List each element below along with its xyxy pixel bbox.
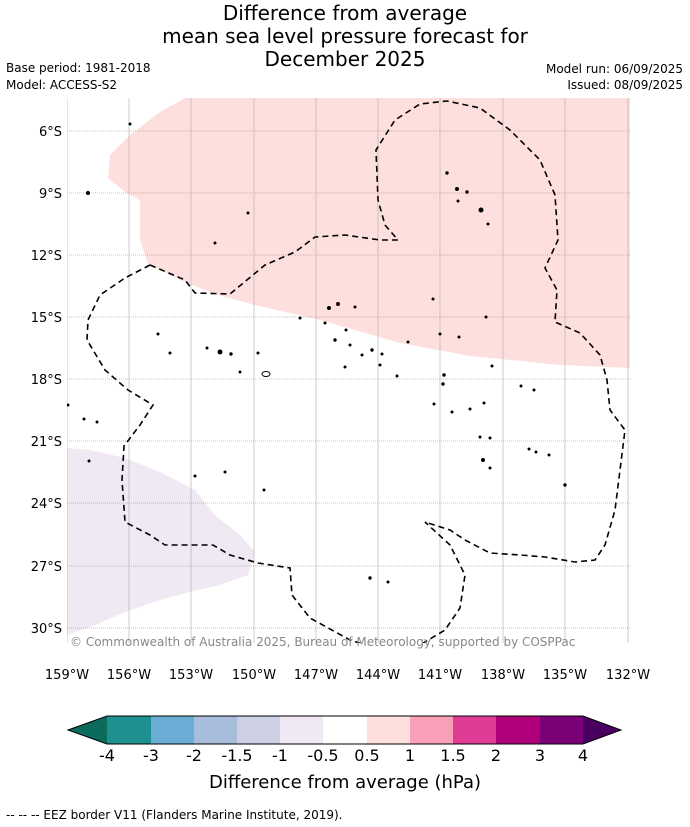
map-plot-area xyxy=(67,98,630,643)
colorbar-segment xyxy=(151,716,194,744)
colorbar: -4 -3 -2 -1.5 -1 -0.5 0.5 1 1.5 2 3 4 Di… xyxy=(66,715,623,793)
gridlines xyxy=(67,98,630,643)
colorbar-segment xyxy=(323,716,367,744)
colorbar-segment xyxy=(410,716,453,744)
colorbar-tick: 2 xyxy=(491,746,501,765)
colorbar-segment xyxy=(453,716,496,744)
lat-label: 18°S xyxy=(31,373,62,388)
lat-label: 24°S xyxy=(31,497,62,512)
base-period: Base period: 1981-2018 xyxy=(6,61,151,75)
model-run: Model run: 06/09/2025 xyxy=(545,62,683,76)
lon-label: 147°W xyxy=(294,668,338,683)
colorbar-tick: 3 xyxy=(535,746,545,765)
colorbar-tick: 1.5 xyxy=(440,746,465,765)
colorbar-tick: -4 xyxy=(99,746,115,765)
colorbar-tick: -1 xyxy=(272,746,288,765)
lon-label: 144°W xyxy=(356,668,400,683)
eez-footnote: -- -- -- EEZ border V11 (Flanders Marine… xyxy=(6,808,343,822)
lon-label: 150°W xyxy=(232,668,276,683)
colorbar-segment xyxy=(194,716,237,744)
lon-label: 135°W xyxy=(543,668,587,683)
colorbar-segment xyxy=(583,716,621,744)
colorbar-segment xyxy=(280,716,323,744)
title-line-2: mean sea level pressure forecast for xyxy=(162,24,528,48)
model-name: Model: ACCESS-S2 xyxy=(6,78,118,92)
copyright-notice: © Commonwealth of Australia 2025, Bureau… xyxy=(70,635,575,649)
colorbar-tick: 1 xyxy=(405,746,415,765)
colorbar-segment xyxy=(496,716,540,744)
islands xyxy=(67,122,567,584)
colorbar-segment xyxy=(237,716,280,744)
title-line-1: Difference from average xyxy=(222,1,468,25)
lon-label: 156°W xyxy=(107,668,151,683)
lon-label: 132°W xyxy=(606,668,650,683)
colorbar-segment xyxy=(107,716,151,744)
lon-label: 141°W xyxy=(418,668,462,683)
positive-anomaly-region xyxy=(108,98,630,368)
negative-anomaly-region xyxy=(67,448,255,635)
colorbar-segment xyxy=(367,716,410,744)
lat-label: 15°S xyxy=(31,311,62,326)
colorbar-segment xyxy=(540,716,583,744)
lat-label: 27°S xyxy=(31,560,62,575)
longitude-labels: 159°W 156°W 153°W 150°W 147°W 144°W 141°… xyxy=(45,668,650,683)
lon-label: 138°W xyxy=(481,668,525,683)
colorbar-tick: -0.5 xyxy=(307,746,338,765)
colorbar-tick: -2 xyxy=(186,746,202,765)
lat-label: 6°S xyxy=(39,125,62,140)
lon-label: 159°W xyxy=(45,668,89,683)
colorbar-tick: -1.5 xyxy=(221,746,252,765)
eez-border-french-polynesia xyxy=(149,100,626,563)
colorbar-tick: 0.5 xyxy=(354,746,379,765)
issued-date: Issued: 08/09/2025 xyxy=(567,78,683,92)
colorbar-tick: -3 xyxy=(143,746,159,765)
lat-label: 21°S xyxy=(31,435,62,450)
title-line-3: December 2025 xyxy=(264,47,426,71)
lon-label: 153°W xyxy=(169,668,213,683)
colorbar-tick: 4 xyxy=(578,746,588,765)
lat-label: 9°S xyxy=(39,187,62,202)
colorbar-title: Difference from average (hPa) xyxy=(209,772,481,793)
colorbar-outline xyxy=(66,715,623,745)
lat-label: 30°S xyxy=(31,622,62,637)
colorbar-segment xyxy=(68,716,107,744)
lat-label: 12°S xyxy=(31,249,62,264)
latitude-labels: 6°S 9°S 12°S 15°S 18°S 21°S 24°S 27°S 30… xyxy=(31,125,62,637)
eez-borders xyxy=(86,100,626,643)
